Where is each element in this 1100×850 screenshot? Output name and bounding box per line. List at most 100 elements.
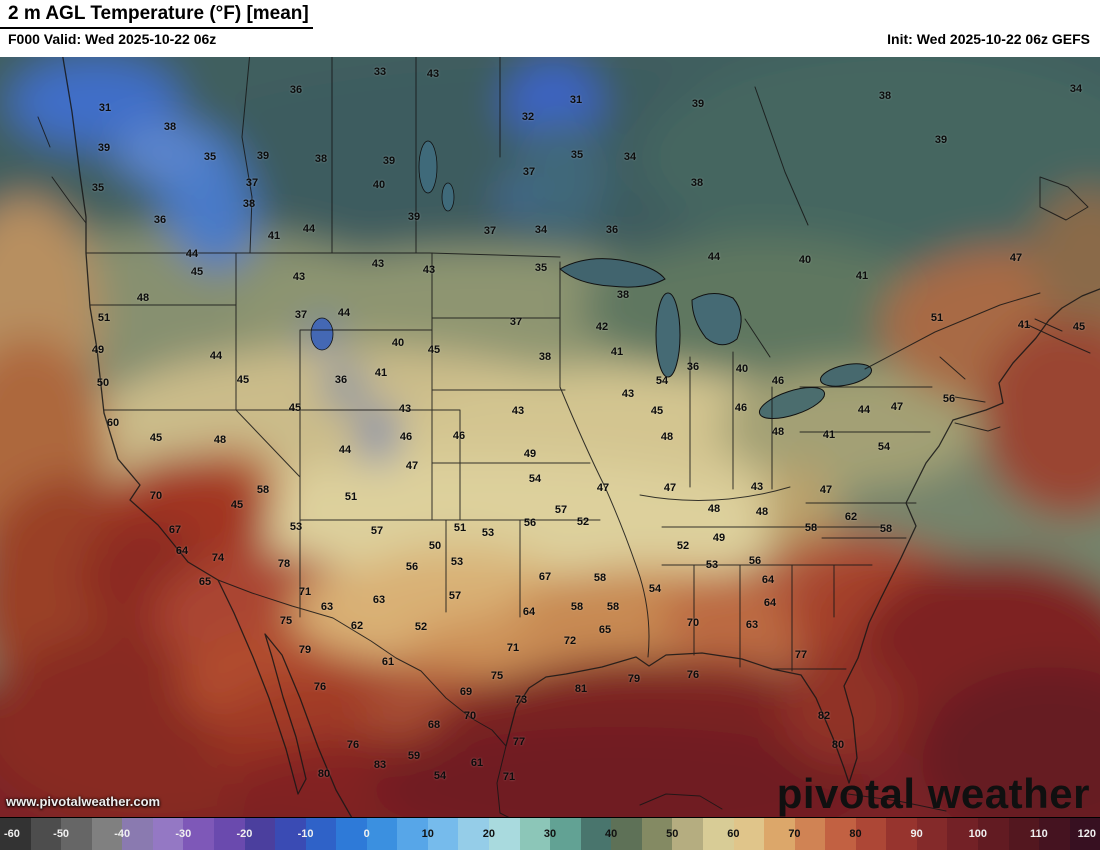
- temp-label: 65: [198, 576, 212, 588]
- colorbar-bin: [397, 818, 428, 850]
- temp-label: 61: [470, 757, 484, 769]
- temp-label: 77: [512, 736, 526, 748]
- map-title: 2 m AGL Temperature (°F) [mean]: [0, 0, 313, 29]
- temp-label: 41: [610, 346, 624, 358]
- temp-label: 56: [523, 517, 537, 529]
- temp-label: 41: [1017, 319, 1031, 331]
- temp-label: 49: [91, 344, 105, 356]
- temp-label: 43: [422, 264, 436, 276]
- temp-label: 79: [627, 673, 641, 685]
- temp-label: 45: [230, 499, 244, 511]
- temp-label: 43: [371, 258, 385, 270]
- temp-label: 38: [616, 289, 630, 301]
- colorbar-bin: [458, 818, 489, 850]
- temp-label: 76: [686, 669, 700, 681]
- colorbar-bin: [733, 818, 765, 850]
- temp-label: 51: [930, 312, 944, 324]
- temp-label: 47: [890, 401, 904, 413]
- colorbar-tick-label: 70: [788, 828, 801, 840]
- temp-label: 50: [96, 377, 110, 389]
- temp-label: 43: [750, 481, 764, 493]
- temp-label: 44: [185, 248, 199, 260]
- temperature-map[interactable]: 31 36 33 43 31 39 38 34 38 39 35 39 38 39 32 37 35 34 39 35…: [0, 57, 1100, 817]
- temp-label: 58: [570, 601, 584, 613]
- temp-label: 53: [481, 527, 495, 539]
- colorbar-bin: [916, 818, 948, 850]
- temp-label: 44: [707, 251, 721, 263]
- temp-label: 40: [798, 254, 812, 266]
- temp-label: 47: [405, 460, 419, 472]
- temp-label: 47: [819, 484, 833, 496]
- temp-label: 69: [459, 686, 473, 698]
- temp-label: 37: [522, 166, 536, 178]
- colorbar-tick-label: 0: [363, 828, 370, 840]
- temp-label: 76: [346, 739, 360, 751]
- watermark-logo: pivotal weather: [776, 770, 1090, 817]
- temp-label: 54: [655, 375, 669, 387]
- temp-labels-layer: 31 36 33 43 31 39 38 34 38 39 35 39 38 39 32 37 35 34 39 35…: [0, 57, 1100, 817]
- temp-label: 75: [490, 670, 504, 682]
- colorbar-tick-label: 90: [910, 828, 923, 840]
- temp-label: 62: [350, 620, 364, 632]
- colorbar-bin: [427, 818, 459, 850]
- temp-label: 61: [381, 656, 395, 668]
- colorbar-bin: [519, 818, 551, 850]
- temp-label: 58: [256, 484, 270, 496]
- temp-label: 82: [817, 710, 831, 722]
- temp-label: 49: [523, 448, 537, 460]
- temp-label: 45: [1072, 321, 1086, 333]
- colorbar-bin: [580, 818, 612, 850]
- colorbar-bin: [30, 818, 62, 850]
- temp-label: 70: [463, 710, 477, 722]
- temp-label: 49: [712, 532, 726, 544]
- site-url: www.pivotalweather.com: [6, 794, 161, 809]
- temp-label: 71: [502, 771, 516, 783]
- colorbar-bin: [275, 818, 306, 850]
- colorbar-bin: [611, 818, 642, 850]
- temp-label: 35: [534, 262, 548, 274]
- temp-label: 64: [763, 597, 777, 609]
- temp-label: 43: [621, 388, 635, 400]
- temp-label: 44: [857, 404, 871, 416]
- temp-label: 40: [372, 179, 386, 191]
- colorbar-tick-label: -20: [236, 828, 253, 840]
- colorbar-bin: [764, 818, 795, 850]
- state-borders: [37, 57, 1100, 817]
- temp-label: 39: [407, 211, 421, 223]
- temp-label: 40: [735, 363, 749, 375]
- temp-label: 63: [320, 601, 334, 613]
- temp-label: 58: [606, 601, 620, 613]
- temp-label: 47: [1009, 252, 1023, 264]
- colorbar-tick-label: -10: [297, 828, 314, 840]
- temp-label: 53: [289, 521, 303, 533]
- temp-label: 63: [372, 594, 386, 606]
- temp-label: 73: [514, 694, 528, 706]
- colorbar-bin: [672, 818, 703, 850]
- temp-label: 45: [190, 266, 204, 278]
- lakes: [310, 140, 873, 420]
- temp-label: 39: [256, 150, 270, 162]
- temp-label: 54: [648, 583, 662, 595]
- temp-label: 44: [337, 307, 351, 319]
- temp-label: 38: [242, 198, 256, 210]
- colorbar-bin: [366, 818, 398, 850]
- temp-label: 48: [707, 503, 721, 515]
- temp-label: 67: [168, 524, 182, 536]
- temp-label: 48: [771, 426, 785, 438]
- temp-label: 42: [595, 321, 609, 333]
- temp-label: 60: [106, 417, 120, 429]
- temp-label: 51: [97, 312, 111, 324]
- colorbar-bins: [0, 818, 1100, 850]
- temp-label: 56: [405, 561, 419, 573]
- colorbar-bin: [825, 818, 856, 850]
- temp-label: 54: [433, 770, 447, 782]
- colorbar-tick-label: -50: [53, 828, 70, 840]
- temp-label: 63: [745, 619, 759, 631]
- temp-label: 44: [338, 444, 352, 456]
- temp-label: 36: [605, 224, 619, 236]
- temp-label: 36: [289, 84, 303, 96]
- temp-label: 46: [771, 375, 785, 387]
- temp-label: 70: [149, 490, 163, 502]
- temp-label: 41: [822, 429, 836, 441]
